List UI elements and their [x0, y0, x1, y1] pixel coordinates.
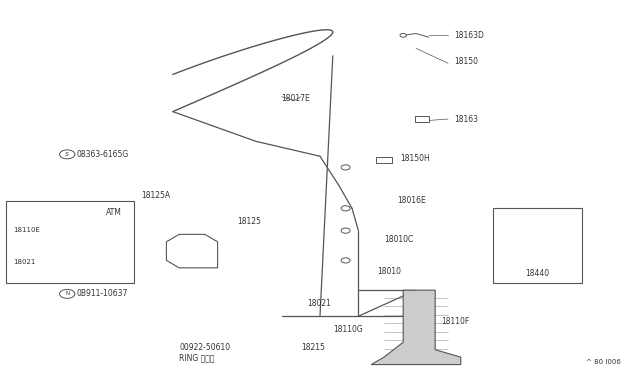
Text: 18215: 18215 [301, 343, 324, 352]
Text: 00922-50610: 00922-50610 [179, 343, 230, 352]
Circle shape [526, 228, 549, 241]
Text: 08510-61697: 08510-61697 [77, 267, 128, 276]
Text: 18016E: 18016E [397, 196, 426, 205]
Text: ^ 80 l006: ^ 80 l006 [586, 359, 621, 365]
Bar [76, 255, 90, 262]
Circle shape [341, 228, 350, 233]
Text: 18163: 18163 [454, 115, 479, 124]
Text: 18010C: 18010C [384, 235, 413, 244]
Text: 18110F: 18110F [442, 317, 470, 326]
Text: S: S [65, 152, 69, 157]
Text: ATM: ATM [106, 208, 122, 217]
Text: 18440: 18440 [525, 269, 550, 278]
Text: 18150: 18150 [454, 57, 479, 66]
Text: 18017E: 18017E [282, 94, 310, 103]
Circle shape [60, 289, 75, 298]
Polygon shape [166, 234, 218, 268]
Text: 18110G: 18110G [333, 325, 362, 334]
Text: 18125: 18125 [237, 217, 260, 226]
Polygon shape [371, 290, 461, 365]
Circle shape [60, 267, 75, 276]
Circle shape [341, 258, 350, 263]
Circle shape [60, 217, 75, 226]
Circle shape [341, 206, 350, 211]
Text: 0B911-10637: 0B911-10637 [77, 289, 128, 298]
Bar [415, 116, 429, 122]
Text: 18150H: 18150H [400, 154, 429, 163]
Circle shape [79, 231, 88, 236]
Text: S: S [65, 269, 69, 274]
Text: 18155: 18155 [83, 241, 108, 250]
Text: RING リング: RING リング [179, 353, 214, 362]
Text: 18021: 18021 [307, 299, 331, 308]
Text: 18163D: 18163D [454, 31, 484, 40]
Circle shape [60, 150, 75, 159]
Text: 18021: 18021 [13, 259, 35, 265]
Bar [376, 157, 392, 163]
Bar [493, 208, 582, 283]
Circle shape [400, 33, 406, 37]
Text: 08363-61238: 08363-61238 [77, 217, 128, 226]
Text: 18125A: 18125A [141, 191, 170, 200]
Bar [6, 201, 134, 283]
Circle shape [341, 165, 350, 170]
Text: N: N [65, 291, 69, 296]
Text: S: S [65, 219, 69, 224]
Text: 08363-6165G: 08363-6165G [77, 150, 129, 159]
Text: 18110E: 18110E [13, 227, 40, 232]
Text: 18010: 18010 [378, 267, 402, 276]
